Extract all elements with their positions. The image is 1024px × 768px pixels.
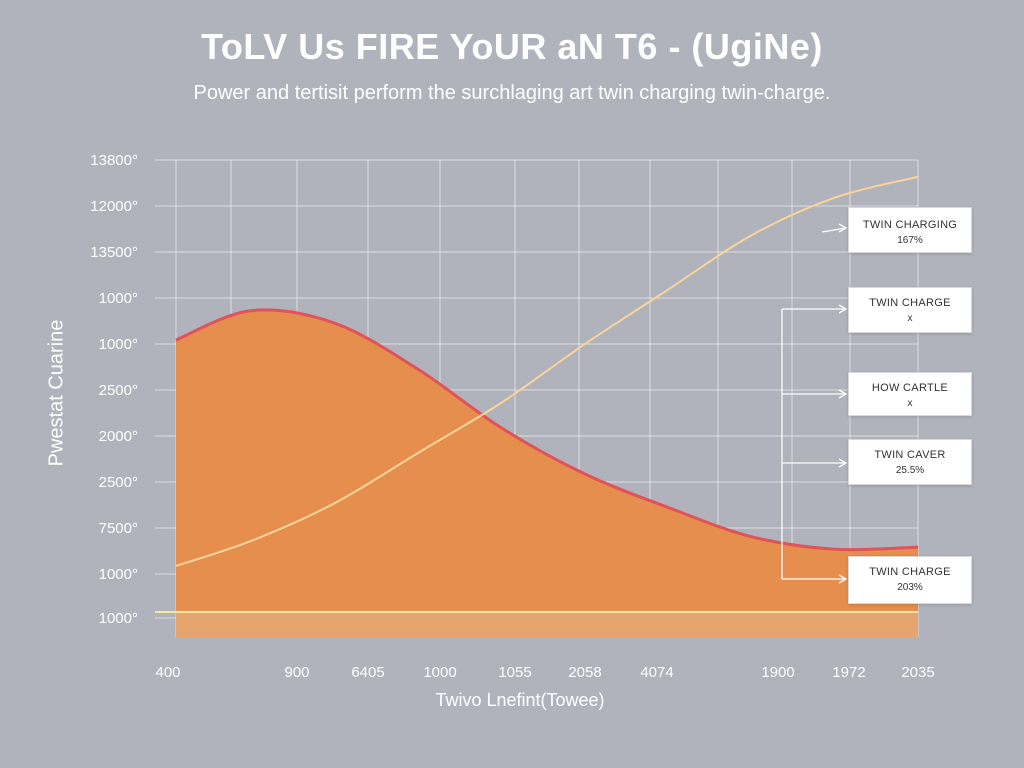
annotation-value: x: [907, 313, 913, 324]
area-edge-line: [175, 308, 919, 552]
annotation-label: TWIN CHARGE: [869, 297, 951, 309]
annotation-box: HOW CARTLE x: [848, 372, 972, 416]
x-tick-label: 6405: [351, 664, 384, 681]
y-tick-label: 12000°: [90, 198, 138, 215]
annotation-label: TWIN CHARGE: [869, 566, 951, 578]
x-axis-label: Twivo Lnefint(Towee): [435, 690, 605, 710]
y-tick-label: 13800°: [90, 152, 138, 169]
y-tick-label: 2000°: [99, 428, 138, 445]
annotation-label: TWIN CAVER: [874, 449, 946, 461]
x-tick-label: 900: [284, 664, 309, 681]
connector-arrowhead: [838, 389, 848, 399]
connector-arrowhead: [838, 458, 848, 468]
annotation-value: x: [907, 398, 913, 409]
annotation-box: TWIN CHARGING 167%: [848, 207, 972, 253]
y-tick-label: 2500°: [99, 474, 138, 491]
annotation-box: TWIN CAVER 25.5%: [848, 439, 972, 485]
x-tick-label: 2058: [568, 664, 601, 681]
trend-line: [175, 175, 919, 567]
x-tick-labels: 400 900 6405 1000 1055 2058 4074 1900 1972 2035: [155, 664, 934, 681]
annotation-box: TWIN CHARGE 203%: [848, 556, 972, 604]
trend-series: [175, 175, 919, 567]
y-tick-label: 1000°: [99, 290, 138, 307]
lower-band: [176, 612, 918, 637]
x-tick-label: 1055: [498, 664, 531, 681]
y-tick-label: 7500°: [99, 520, 138, 537]
annotation-label: TWIN CHARGING: [862, 219, 958, 231]
area-series: [155, 308, 919, 637]
connector-arrowhead: [838, 574, 848, 584]
x-tick-label: 2035: [901, 664, 934, 681]
y-tick-label: 1000°: [99, 566, 138, 583]
x-tick-label: 400: [155, 664, 180, 681]
y-tick-label: 1000°: [99, 336, 138, 353]
x-tick-label: 4074: [640, 664, 673, 681]
connector-arrowhead: [838, 304, 848, 314]
annotation-value: 167%: [897, 235, 923, 246]
y-tick-labels: 13800° 12000° 13500° 1000° 1000° 2500° 2000° 25…: [90, 152, 138, 627]
y-tick-label: 2500°: [99, 382, 138, 399]
chart-title: ToLV Us FIRE YoUR aN T6 - (UgiNe): [201, 26, 823, 67]
x-tick-label: 1900: [761, 664, 794, 681]
annotation-value: 25.5%: [895, 465, 925, 476]
x-tick-label: 1972: [832, 664, 865, 681]
annotation-label: HOW CARTLE: [871, 382, 949, 394]
y-tick-label: 1000°: [99, 610, 138, 627]
annotation-box: TWIN CHARGE x: [848, 287, 972, 333]
y-tick-label: 13500°: [90, 244, 138, 261]
area-fill: [176, 309, 918, 612]
connector-arrowhead: [838, 223, 848, 233]
annotation-value: 203%: [897, 582, 923, 593]
chart-subtitle: Power and tertisit perform the surchlagi…: [193, 82, 831, 104]
x-tick-label: 1000: [423, 664, 456, 681]
connector-line: [821, 227, 847, 233]
annotation-connectors: [781, 223, 848, 584]
